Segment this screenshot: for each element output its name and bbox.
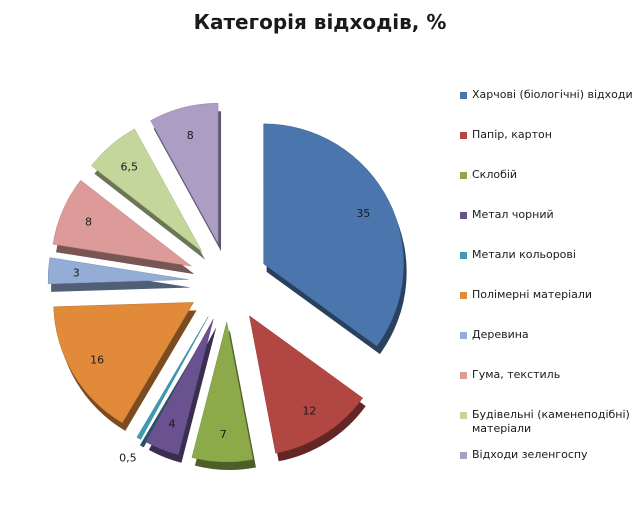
legend-item: Полімерні матеріали bbox=[460, 288, 636, 328]
pie-slice bbox=[53, 302, 195, 424]
legend-item: Метал чорний bbox=[460, 208, 636, 248]
pie-slice bbox=[91, 128, 203, 252]
pie-slice bbox=[191, 321, 254, 463]
pie-slice bbox=[249, 315, 364, 454]
legend-label: Деревина bbox=[472, 328, 529, 341]
data-label: 3 bbox=[73, 266, 80, 279]
legend-label: Метал чорний bbox=[472, 208, 554, 221]
legend-label: Склобій bbox=[472, 168, 518, 181]
pie-slice bbox=[136, 316, 209, 440]
legend-swatch bbox=[460, 132, 467, 139]
legend-swatch bbox=[460, 292, 467, 299]
legend-item: Відходи зеленгоспу bbox=[460, 448, 636, 488]
data-label: 35 bbox=[356, 207, 370, 220]
legend-item: Папір, картон bbox=[460, 128, 636, 168]
data-label: 8 bbox=[187, 129, 194, 142]
legend-item: Будівельні (каменеподібні) матеріали bbox=[460, 408, 636, 448]
pie-slice bbox=[150, 103, 219, 244]
legend-label: Харчові (біологічні) відходи bbox=[472, 88, 633, 101]
chart-title: Категорія відходів, % bbox=[193, 10, 447, 34]
legend-item: Гума, текстиль bbox=[460, 368, 636, 408]
legend-label: Папір, картон bbox=[472, 128, 552, 141]
legend-item: Метали кольорові bbox=[460, 248, 636, 288]
chart-legend: Харчові (біологічні) відходи Папір, карто… bbox=[460, 88, 636, 488]
pie-slice bbox=[145, 319, 214, 456]
legend-label: Полімерні матеріали bbox=[472, 288, 593, 301]
legend-swatch bbox=[460, 452, 467, 459]
legend-swatch bbox=[460, 212, 467, 219]
legend-swatch bbox=[460, 332, 467, 339]
legend-swatch bbox=[460, 92, 467, 99]
legend-swatch bbox=[460, 372, 467, 379]
data-label: 0,5 bbox=[119, 451, 137, 464]
legend-swatch bbox=[460, 252, 467, 259]
legend-swatch bbox=[460, 172, 467, 179]
data-label: 7 bbox=[220, 428, 227, 441]
legend-item: Склобій bbox=[460, 168, 636, 208]
legend-label: Будівельні (каменеподібні) матеріали bbox=[472, 408, 630, 435]
legend-item: Деревина bbox=[460, 328, 636, 368]
legend-item: Харчові (біологічні) відходи bbox=[460, 88, 636, 128]
legend-label: Метали кольорові bbox=[472, 248, 576, 261]
pie-slice bbox=[263, 123, 404, 347]
data-label: 8 bbox=[85, 216, 92, 229]
data-label: 16 bbox=[90, 353, 104, 366]
data-label: 4 bbox=[169, 417, 176, 430]
data-label: 6,5 bbox=[121, 160, 139, 173]
data-label: 12 bbox=[302, 404, 316, 417]
legend-label: Відходи зеленгоспу bbox=[472, 448, 588, 461]
legend-swatch bbox=[460, 412, 467, 419]
pie-slice bbox=[52, 179, 192, 267]
legend-label: Гума, текстиль bbox=[472, 368, 561, 381]
pie-slice bbox=[47, 257, 189, 285]
